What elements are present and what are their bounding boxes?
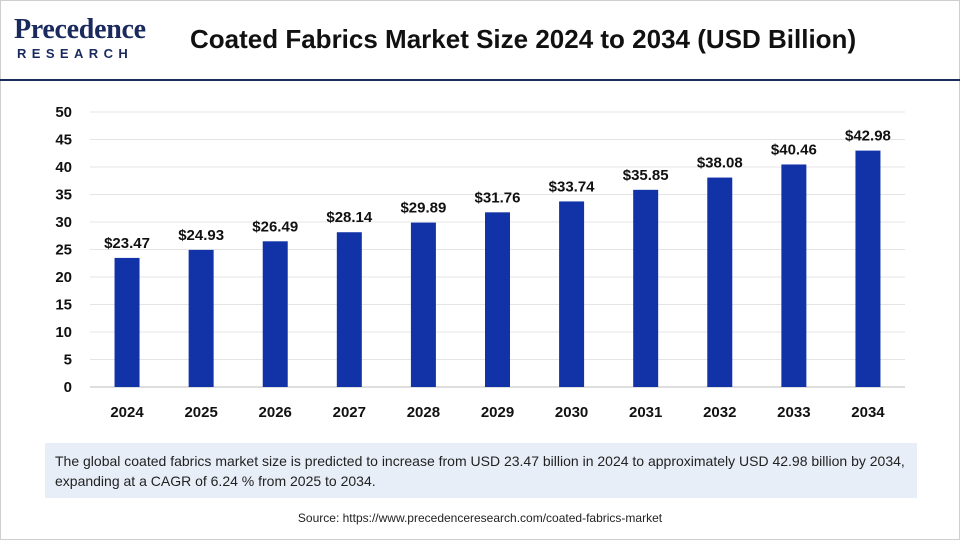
bar-2031 [633,189,659,387]
data-label: $40.46 [771,141,817,158]
bar-chart: 05101520253035404550$23.472024$24.932025… [55,104,905,421]
bar-2034 [855,150,881,387]
data-label: $33.74 [549,178,596,195]
bar-2027 [336,232,362,387]
x-tick-label: 2027 [333,404,366,421]
data-label: $23.47 [104,235,150,252]
data-label: $42.98 [845,128,891,145]
data-label: $24.93 [178,227,224,244]
bar-2028 [410,222,436,387]
bar-2024 [114,257,140,387]
x-tick-label: 2025 [184,404,217,421]
x-tick-label: 2026 [259,404,292,421]
source-note: Source: https://www.precedenceresearch.c… [297,511,663,525]
bar-2030 [559,201,585,387]
y-tick-label: 50 [55,104,72,121]
y-tick-label: 30 [55,214,72,231]
bar-2029 [485,212,510,387]
y-tick-label: 0 [64,379,72,396]
y-tick-label: 40 [55,159,72,176]
logo-subtitle: RESEARCH [17,46,134,61]
y-tick-label: 10 [55,324,72,341]
y-tick-label: 25 [55,242,72,259]
y-tick-label: 15 [55,297,72,314]
x-tick-label: 2030 [555,404,588,421]
data-label: $26.49 [252,218,298,235]
bar-2025 [188,249,214,387]
data-label: $29.89 [400,200,446,217]
data-label: $38.08 [697,155,743,172]
x-tick-label: 2024 [110,404,144,421]
data-label: $35.85 [623,167,669,184]
y-tick-label: 45 [55,132,72,149]
y-tick-label: 5 [64,352,72,369]
data-label: $31.76 [475,189,521,206]
summary-box: The global coated fabrics market size is… [45,443,917,498]
data-label: $28.14 [326,209,373,226]
x-tick-label: 2034 [851,404,885,421]
x-tick-label: 2032 [703,404,736,421]
x-tick-label: 2028 [407,404,440,421]
header-divider [0,79,960,81]
x-tick-label: 2033 [777,404,810,421]
y-tick-label: 35 [55,187,72,204]
bar-2026 [262,241,288,387]
y-tick-label: 20 [55,269,72,286]
bar-2032 [707,177,733,387]
page-title: Coated Fabrics Market Size 2024 to 2034 … [190,24,857,54]
x-tick-label: 2031 [629,404,662,421]
precedence-research-logo: Precedence RESEARCH [14,14,164,62]
bar-2033 [781,164,807,387]
x-tick-label: 2029 [481,404,514,421]
logo-wordmark: Precedence [14,14,146,45]
